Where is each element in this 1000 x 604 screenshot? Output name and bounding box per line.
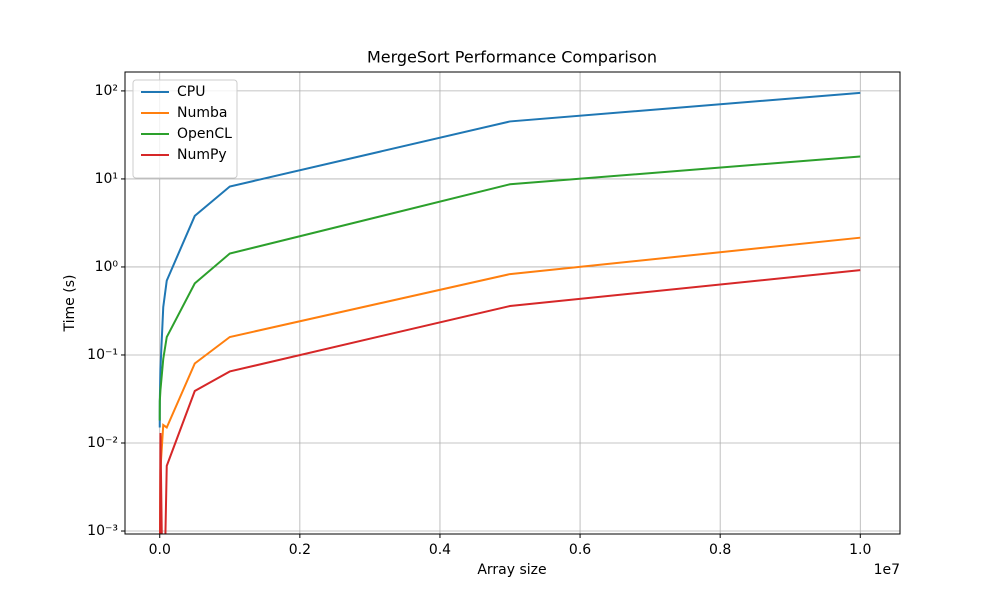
x-offset-label: 1e7 <box>874 562 900 578</box>
chart-title: MergeSort Performance Comparison <box>367 48 657 67</box>
legend-label: NumPy <box>177 147 227 163</box>
y-axis-label: Time (s) <box>62 275 78 333</box>
x-tick-label: 0.2 <box>289 542 311 558</box>
x-axis-label: Array size <box>477 562 546 578</box>
series-line <box>158 91 861 428</box>
y-tick-label: 10⁻³ <box>87 523 118 539</box>
plot-area <box>158 91 861 534</box>
x-tick-label: 1.0 <box>849 542 871 558</box>
legend-label: OpenCL <box>177 126 232 142</box>
x-tick-label: 0.6 <box>569 542 591 558</box>
legend-label: CPU <box>177 84 205 100</box>
x-tick-label: 0.8 <box>709 542 731 558</box>
x-tick-label: 0.0 <box>149 542 171 558</box>
y-tick-label: 10¹ <box>95 171 118 187</box>
series-line <box>159 269 861 534</box>
y-tick-label: 10² <box>95 83 118 99</box>
legend-box <box>132 79 238 179</box>
y-tick-label: 10⁰ <box>95 259 119 275</box>
y-tick-label: 10⁻² <box>87 435 118 451</box>
series-line <box>159 236 861 534</box>
series-line <box>158 155 861 421</box>
legend-label: Numba <box>177 105 227 121</box>
x-tick-label: 0.4 <box>429 542 451 558</box>
y-tick-label: 10⁻¹ <box>87 347 118 363</box>
plot-frame <box>124 71 901 535</box>
